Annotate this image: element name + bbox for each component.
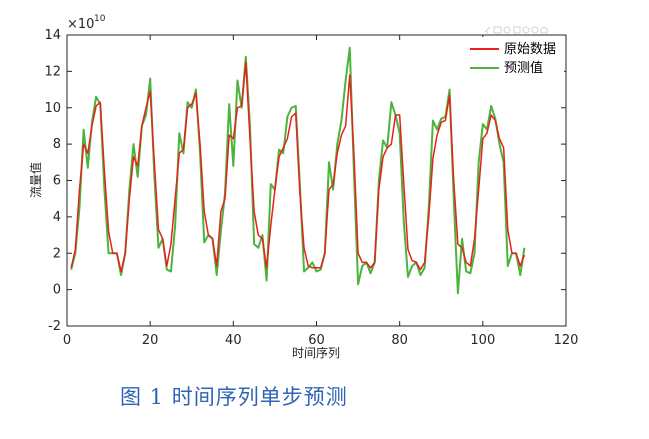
x-tick-label: 0 [63,333,71,348]
legend-box [466,37,564,79]
y-axis-label: 流量值 [28,162,43,198]
export-icon[interactable] [493,26,502,34]
datatip-icon[interactable] [513,26,521,34]
y-exponent-power: 10 [94,14,106,24]
y-tick-label: 0 [53,283,61,298]
x-tick-labels: 0 20 40 60 80 100 120 [63,333,579,348]
zoom-in-icon[interactable] [522,26,530,34]
y-tick-label: 6 [53,174,61,189]
x-axis-label: 时间序列 [292,345,340,360]
series-line-original [70,61,526,273]
x-tick-label: 100 [470,333,495,348]
legend: 原始数据 预测值 [466,37,564,79]
x-tick-label: 40 [225,333,242,348]
legend-label-original: 原始数据 [504,42,556,57]
y-tick-labels: -2 0 2 4 6 8 10 12 14 [44,28,61,334]
x-tick-label: 120 [554,333,579,348]
axes-toolbar [484,26,548,34]
home-icon[interactable] [540,26,548,34]
x-tick-label: 60 [308,333,325,348]
figure-caption: 图 1 时间序列单步预测 [120,385,348,409]
axes-frame [66,34,567,327]
x-tick-label: 80 [391,333,408,348]
series-layer [70,46,526,295]
y-tick-label: 10 [44,101,61,116]
zoom-out-icon[interactable] [531,26,539,34]
pan-icon[interactable] [503,26,511,34]
y-tick-label: 14 [44,28,61,43]
y-tick-label: 8 [53,137,61,152]
y-tick-label: 2 [53,246,61,261]
legend-label-predicted: 预测值 [504,60,543,76]
y-tick-label: 4 [53,210,61,225]
x-tick-label: 20 [142,333,159,348]
brush-icon[interactable] [484,26,491,34]
y-exponent-base: ×10 [67,17,94,32]
y-tick-label: -2 [48,319,61,334]
y-tick-label: 12 [44,64,61,79]
